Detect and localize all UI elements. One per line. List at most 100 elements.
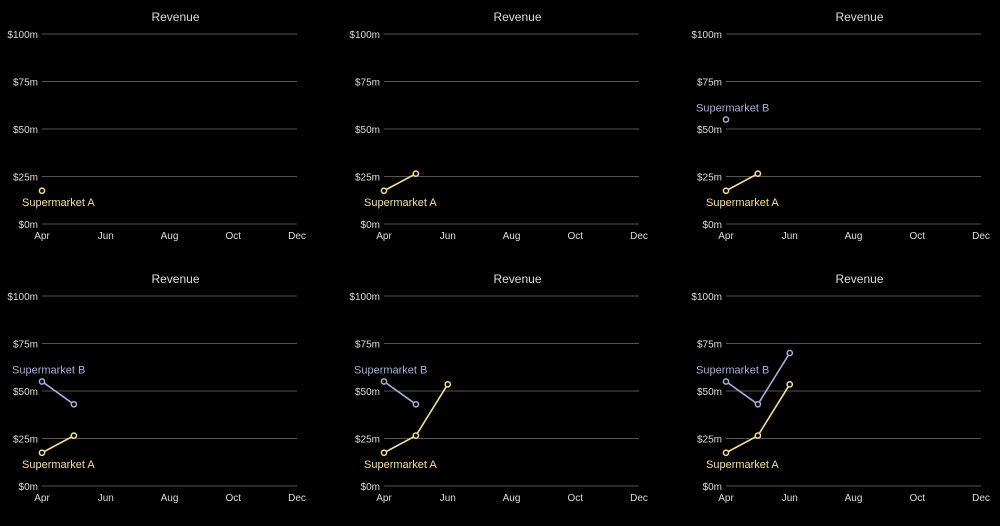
chart-title: Revenue: [493, 10, 541, 24]
series-label-supermarket-b: Supermarket B: [696, 103, 769, 115]
data-point-supermarket-b: [722, 378, 730, 385]
y-tick-label: $100m: [349, 292, 380, 303]
series-line-supermarket-a: [41, 434, 75, 454]
chart-title: Revenue: [151, 272, 199, 286]
x-tick-label: Jun: [98, 493, 114, 504]
series-label-supermarket-a: Supermarket A: [364, 459, 437, 471]
series-line-supermarket-a: [725, 172, 759, 192]
x-tick-label: Oct: [909, 231, 925, 242]
y-tick-label: $50m: [355, 125, 380, 136]
y-tick-label: $0m: [19, 220, 38, 231]
x-tick-label: Aug: [845, 231, 863, 242]
data-point-supermarket-a: [722, 187, 730, 195]
series-line-supermarket-a: [383, 172, 417, 192]
data-point-supermarket-a: [380, 449, 388, 457]
x-tick-label: Oct: [567, 493, 583, 504]
series-line-supermarket-a: [725, 383, 791, 454]
series-label-supermarket-b: Supermarket B: [696, 365, 769, 377]
y-tick-label: $25m: [355, 173, 380, 184]
x-tick-label: Jun: [782, 493, 798, 504]
data-point-supermarket-b: [754, 400, 762, 408]
series-label-supermarket-a: Supermarket A: [706, 197, 779, 209]
chart-panel-5: Revenue $0m $25m $50m $75m $100m Apr Jun Aug Oct D…: [349, 272, 647, 504]
chart-panel-4: Revenue $0m $25m $50m $75m $100m Apr Jun Aug Oct D…: [7, 272, 305, 504]
y-tick-label: $25m: [697, 173, 722, 184]
series-label-supermarket-a: Supermarket A: [706, 459, 779, 471]
series-label-supermarket-a: Supermarket A: [22, 197, 95, 209]
chart-panel-1: Revenue $0m $25m $50m $75m $100m Apr Jun Aug Oct D…: [7, 10, 305, 242]
series-label-supermarket-b: Supermarket B: [12, 365, 85, 377]
x-tick-label: Aug: [503, 231, 521, 242]
y-tick-label: $0m: [19, 482, 38, 493]
y-tick-label: $50m: [13, 125, 38, 136]
x-tick-label: Dec: [630, 231, 648, 242]
x-tick-label: Apr: [34, 231, 50, 242]
data-point-supermarket-b: [38, 378, 46, 385]
x-tick-label: Apr: [718, 493, 734, 504]
y-tick-label: $0m: [703, 220, 722, 231]
y-tick-label: $100m: [691, 292, 722, 303]
x-tick-label: Oct: [225, 231, 241, 242]
y-tick-label: $100m: [7, 30, 38, 41]
data-point-supermarket-a: [786, 381, 794, 388]
x-tick-label: Jun: [440, 231, 456, 242]
y-tick-label: $50m: [697, 387, 722, 398]
data-point-supermarket-a: [38, 187, 46, 195]
data-point-supermarket-a: [70, 432, 78, 439]
y-tick-label: $0m: [361, 482, 380, 493]
y-tick-label: $0m: [703, 482, 722, 493]
chart-title: Revenue: [835, 272, 883, 286]
x-tick-label: Dec: [288, 231, 306, 242]
series-line-supermarket-b: [383, 380, 417, 405]
data-point-supermarket-a: [380, 187, 388, 195]
chart-title: Revenue: [835, 10, 883, 24]
y-tick-label: $25m: [697, 435, 722, 446]
series-label-supermarket-b: Supermarket B: [354, 365, 427, 377]
series-label-supermarket-a: Supermarket A: [364, 197, 437, 209]
x-tick-label: Dec: [972, 231, 990, 242]
data-point-supermarket-a: [754, 170, 762, 177]
x-tick-label: Aug: [161, 493, 179, 504]
y-tick-label: $0m: [361, 220, 380, 231]
chart-title: Revenue: [151, 10, 199, 24]
y-tick-label: $25m: [355, 435, 380, 446]
y-tick-label: $50m: [13, 387, 38, 398]
data-point-supermarket-a: [754, 432, 762, 439]
x-tick-label: Oct: [225, 493, 241, 504]
x-tick-label: Apr: [376, 231, 392, 242]
y-tick-label: $25m: [13, 435, 38, 446]
y-tick-label: $100m: [691, 30, 722, 41]
y-tick-label: $75m: [13, 78, 38, 89]
data-point-supermarket-a: [722, 449, 730, 457]
x-tick-label: Oct: [567, 231, 583, 242]
x-tick-label: Oct: [909, 493, 925, 504]
x-tick-label: Jun: [98, 231, 114, 242]
data-point-supermarket-b: [722, 116, 730, 123]
y-tick-label: $25m: [13, 173, 38, 184]
y-tick-label: $75m: [697, 78, 722, 89]
y-tick-label: $75m: [355, 340, 380, 351]
data-point-supermarket-a: [444, 381, 452, 388]
data-point-supermarket-a: [38, 449, 46, 457]
series-line-supermarket-b: [725, 352, 791, 406]
chart-panel-2: Revenue $0m $25m $50m $75m $100m Apr Jun Aug Oct D…: [349, 10, 647, 242]
y-tick-label: $75m: [697, 340, 722, 351]
data-point-supermarket-a: [412, 170, 420, 177]
data-point-supermarket-b: [380, 378, 388, 385]
x-tick-label: Dec: [630, 493, 648, 504]
y-tick-label: $50m: [355, 387, 380, 398]
chart-title: Revenue: [493, 272, 541, 286]
x-tick-label: Dec: [288, 493, 306, 504]
x-tick-label: Jun: [782, 231, 798, 242]
chart-panel-3: Revenue $0m $25m $50m $75m $100m Apr Jun Aug Oct D…: [691, 10, 989, 242]
x-tick-label: Jun: [440, 493, 456, 504]
x-tick-label: Aug: [161, 231, 179, 242]
y-tick-label: $100m: [349, 30, 380, 41]
x-tick-label: Dec: [972, 493, 990, 504]
series-label-supermarket-a: Supermarket A: [22, 459, 95, 471]
series-line-supermarket-a: [383, 383, 449, 454]
y-tick-label: $75m: [355, 78, 380, 89]
data-point-supermarket-b: [786, 349, 794, 357]
chart-panel-6: Revenue $0m $25m $50m $75m $100m Apr Jun Aug Oct D…: [691, 272, 989, 504]
